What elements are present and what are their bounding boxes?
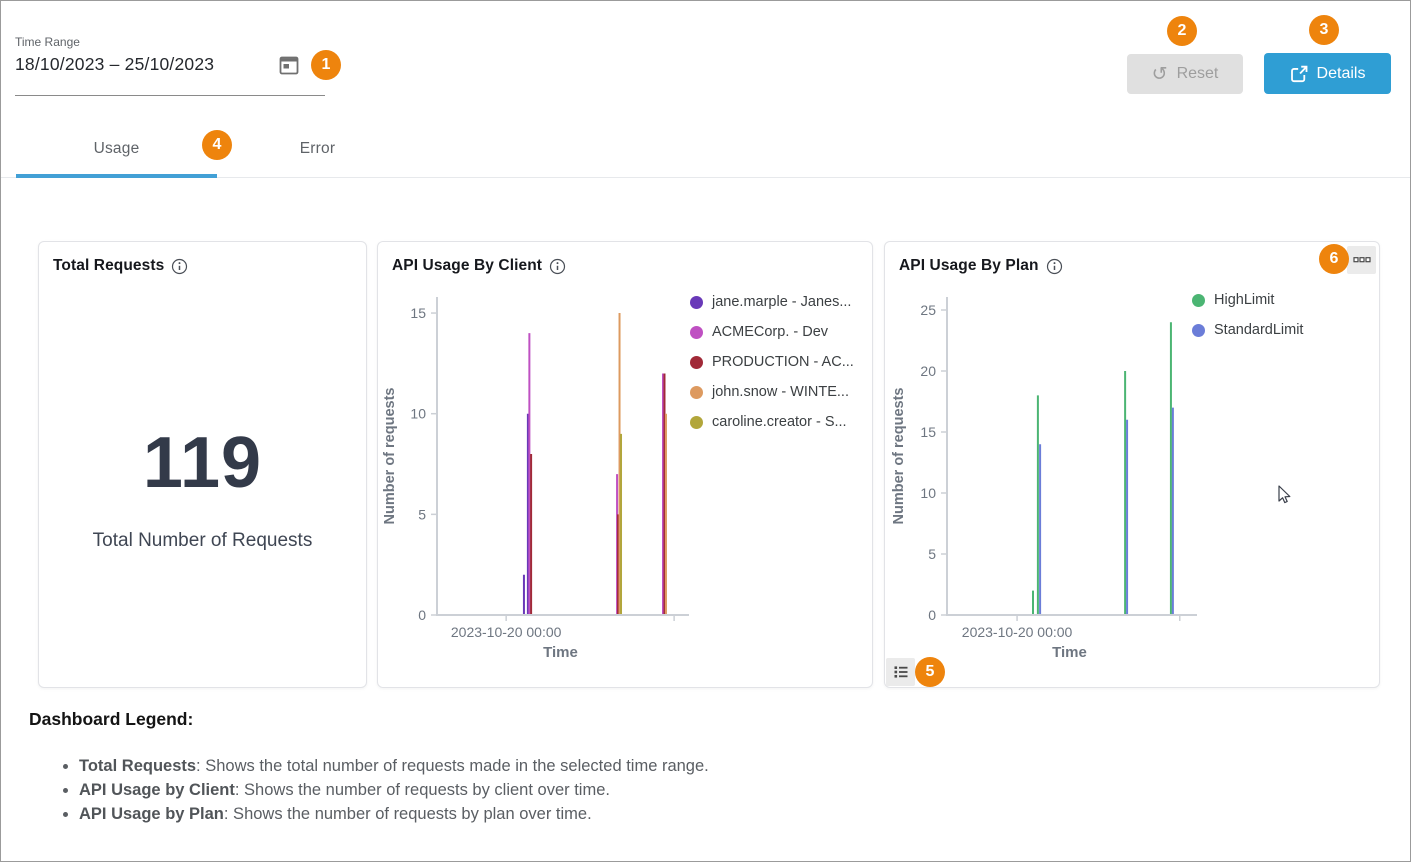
info-icon[interactable] xyxy=(1046,258,1063,275)
info-icon[interactable] xyxy=(171,258,188,275)
legend-item[interactable]: StandardLimit xyxy=(1192,315,1303,345)
reset-button-label: Reset xyxy=(1176,65,1219,82)
info-icon[interactable] xyxy=(549,258,566,275)
external-link-icon xyxy=(1290,65,1308,83)
dashboard-legend-list: Total Requests: Shows the total number o… xyxy=(62,757,709,829)
legend-item[interactable]: HighLimit xyxy=(1192,285,1303,315)
legend-dot-icon xyxy=(690,385,703,399)
svg-text:0: 0 xyxy=(418,607,426,623)
plan-chart-legend: HighLimit StandardLimit xyxy=(1192,285,1303,345)
calendar-icon[interactable] xyxy=(277,53,301,77)
svg-text:15: 15 xyxy=(920,424,936,440)
legend-dot-icon xyxy=(1192,293,1205,307)
data-list-button[interactable] xyxy=(886,658,915,686)
legend-label: PRODUCTION - AC... xyxy=(712,354,854,370)
legend-dot-icon xyxy=(690,295,703,309)
legend-dot-icon xyxy=(690,325,703,339)
legend-item[interactable]: PRODUCTION - AC... xyxy=(690,347,854,377)
svg-text:25: 25 xyxy=(920,302,936,318)
active-tab-indicator xyxy=(16,174,217,178)
legend-label: caroline.creator - S... xyxy=(712,414,847,430)
api-usage-by-plan-title: API Usage By Plan xyxy=(899,257,1039,274)
svg-text:0: 0 xyxy=(928,607,936,623)
svg-text:Time: Time xyxy=(543,644,578,661)
time-range-value: 18/10/2023 – 25/10/2023 xyxy=(15,54,215,74)
legend-item[interactable]: jane.marple - Janes... xyxy=(690,287,854,317)
more-options-icon xyxy=(1352,256,1371,264)
total-requests-card-title: Total Requests xyxy=(53,257,165,274)
tab-error[interactable]: Error xyxy=(299,140,336,157)
legend-label: ACMECorp. - Dev xyxy=(712,324,829,340)
legend-dot-icon xyxy=(1192,323,1205,337)
mouse-cursor xyxy=(1273,483,1295,510)
legend-label: HighLimit xyxy=(1214,292,1275,308)
svg-text:20: 20 xyxy=(920,363,936,379)
legend-item[interactable]: ACMECorp. - Dev xyxy=(690,317,854,347)
annotation-badge-3: 3 xyxy=(1309,15,1339,45)
legend-label: john.snow - WINTE... xyxy=(712,384,849,400)
svg-text:Number of requests: Number of requests xyxy=(891,388,907,525)
api-usage-by-client-card: API Usage By Client 0 5 10 15 2023-10-20 00:… xyxy=(377,241,873,688)
api-usage-by-plan-card: API Usage By Plan 0 5 10 15 20 25 2023-10-20 0… xyxy=(884,241,1380,688)
svg-text:2023-10-20 00:00: 2023-10-20 00:00 xyxy=(962,624,1073,640)
legend-dot-icon xyxy=(690,415,703,429)
legend-item[interactable]: john.snow - WINTE... xyxy=(690,377,854,407)
annotation-badge-1: 1 xyxy=(311,50,341,80)
annotation-badge-4: 4 xyxy=(202,130,232,160)
details-button[interactable]: Details xyxy=(1264,53,1391,94)
svg-text:10: 10 xyxy=(920,485,936,501)
svg-text:5: 5 xyxy=(928,546,936,562)
more-options-button[interactable] xyxy=(1347,246,1376,274)
time-range-field[interactable]: Time Range 18/10/2023 – 25/10/2023 xyxy=(15,35,325,96)
reset-icon: ↺ xyxy=(1151,62,1168,85)
total-requests-value: 119 xyxy=(142,423,263,503)
legend-item[interactable]: caroline.creator - S... xyxy=(690,407,854,437)
dashboard-legend-item: Total Requests: Shows the total number o… xyxy=(79,757,709,776)
svg-text:10: 10 xyxy=(410,406,426,422)
list-icon xyxy=(892,663,910,681)
legend-dot-icon xyxy=(690,355,703,369)
time-range-label: Time Range xyxy=(15,35,80,49)
svg-text:15: 15 xyxy=(410,305,426,321)
reset-button[interactable]: ↺ Reset xyxy=(1127,54,1243,94)
total-requests-caption: Total Number of Requests xyxy=(92,530,313,551)
svg-text:5: 5 xyxy=(418,506,426,522)
api-usage-by-plan-chart: 0 5 10 15 20 25 2023-10-20 00:00 Number of requ… xyxy=(891,297,1197,661)
annotation-badge-5: 5 xyxy=(915,657,945,687)
legend-label: StandardLimit xyxy=(1214,322,1304,338)
svg-text:Number of requests: Number of requests xyxy=(382,388,398,525)
svg-text:2023-10-20 00:00: 2023-10-20 00:00 xyxy=(451,624,562,640)
api-usage-by-client-title: API Usage By Client xyxy=(392,257,543,274)
dashboard-legend-item: API Usage by Client: Shows the number of… xyxy=(79,781,709,800)
client-chart-legend: jane.marple - Janes... ACMECorp. - Dev PRO… xyxy=(690,287,854,437)
dashboard-legend-item: API Usage by Plan: Shows the number of r… xyxy=(79,805,709,824)
annotation-badge-2: 2 xyxy=(1167,16,1197,46)
legend-label: jane.marple - Janes... xyxy=(712,294,852,310)
tab-bar: Usage Error xyxy=(1,121,1410,178)
tab-usage[interactable]: Usage xyxy=(93,140,140,157)
details-button-label: Details xyxy=(1316,64,1366,82)
dashboard-legend-heading: Dashboard Legend: xyxy=(29,709,194,729)
annotation-badge-6: 6 xyxy=(1319,244,1349,274)
svg-text:Time: Time xyxy=(1052,644,1087,661)
total-requests-card: Total Requests 119 Total Number of Reque… xyxy=(38,241,367,688)
